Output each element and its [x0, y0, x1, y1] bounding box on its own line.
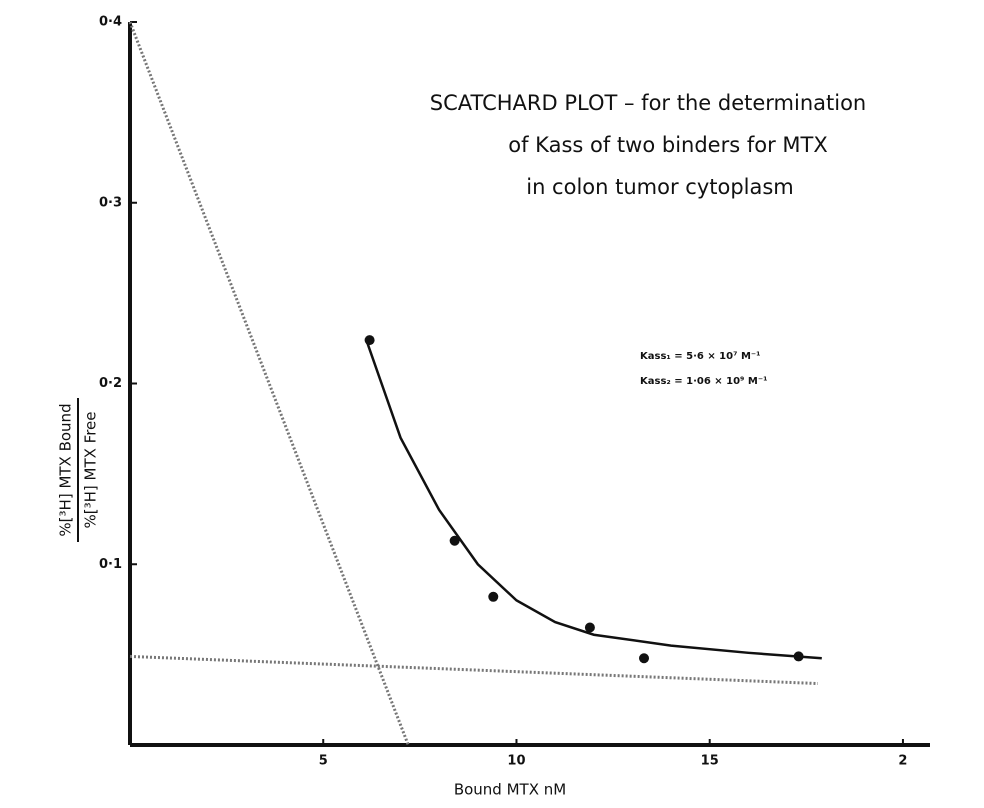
y-tick-label: 0·2: [99, 376, 122, 391]
annotation: Kass₂ = 1·06 × 10⁹ M⁻¹: [640, 376, 768, 387]
data-point: [449, 535, 460, 546]
data-point: [584, 622, 595, 633]
title-line: of Kass of two binders for MTX: [508, 133, 827, 157]
fit-line-dashed: [129, 654, 818, 686]
fit-curve: [364, 337, 822, 660]
title-line: in colon tumor cytoplasm: [526, 175, 794, 199]
data-point: [639, 653, 650, 664]
x-axis-label: Bound MTX nM: [454, 781, 566, 799]
y-label-numerator: %[³H] MTX Bound: [57, 403, 75, 536]
data-point: [488, 591, 499, 602]
fit-line-dashed: [128, 21, 410, 746]
y-tick-label: 0·4: [99, 15, 122, 30]
x-tick-label: 10: [507, 754, 525, 769]
x-tick-label: 2: [898, 754, 907, 769]
y-label-denominator: %[³H] MTX Free: [82, 412, 100, 529]
y-axis-label: %[³H] MTX Bound %[³H] MTX Free: [57, 398, 100, 542]
annotation: Kass₁ = 5·6 × 10⁷ M⁻¹: [640, 351, 761, 362]
y-tick-label: 0·1: [99, 557, 122, 572]
title-line: SCATCHARD PLOT – for the determination: [430, 91, 866, 115]
y-tick-label: 0·3: [99, 195, 122, 210]
x-tick-label: 15: [701, 754, 719, 769]
x-tick-label: 5: [319, 754, 328, 769]
